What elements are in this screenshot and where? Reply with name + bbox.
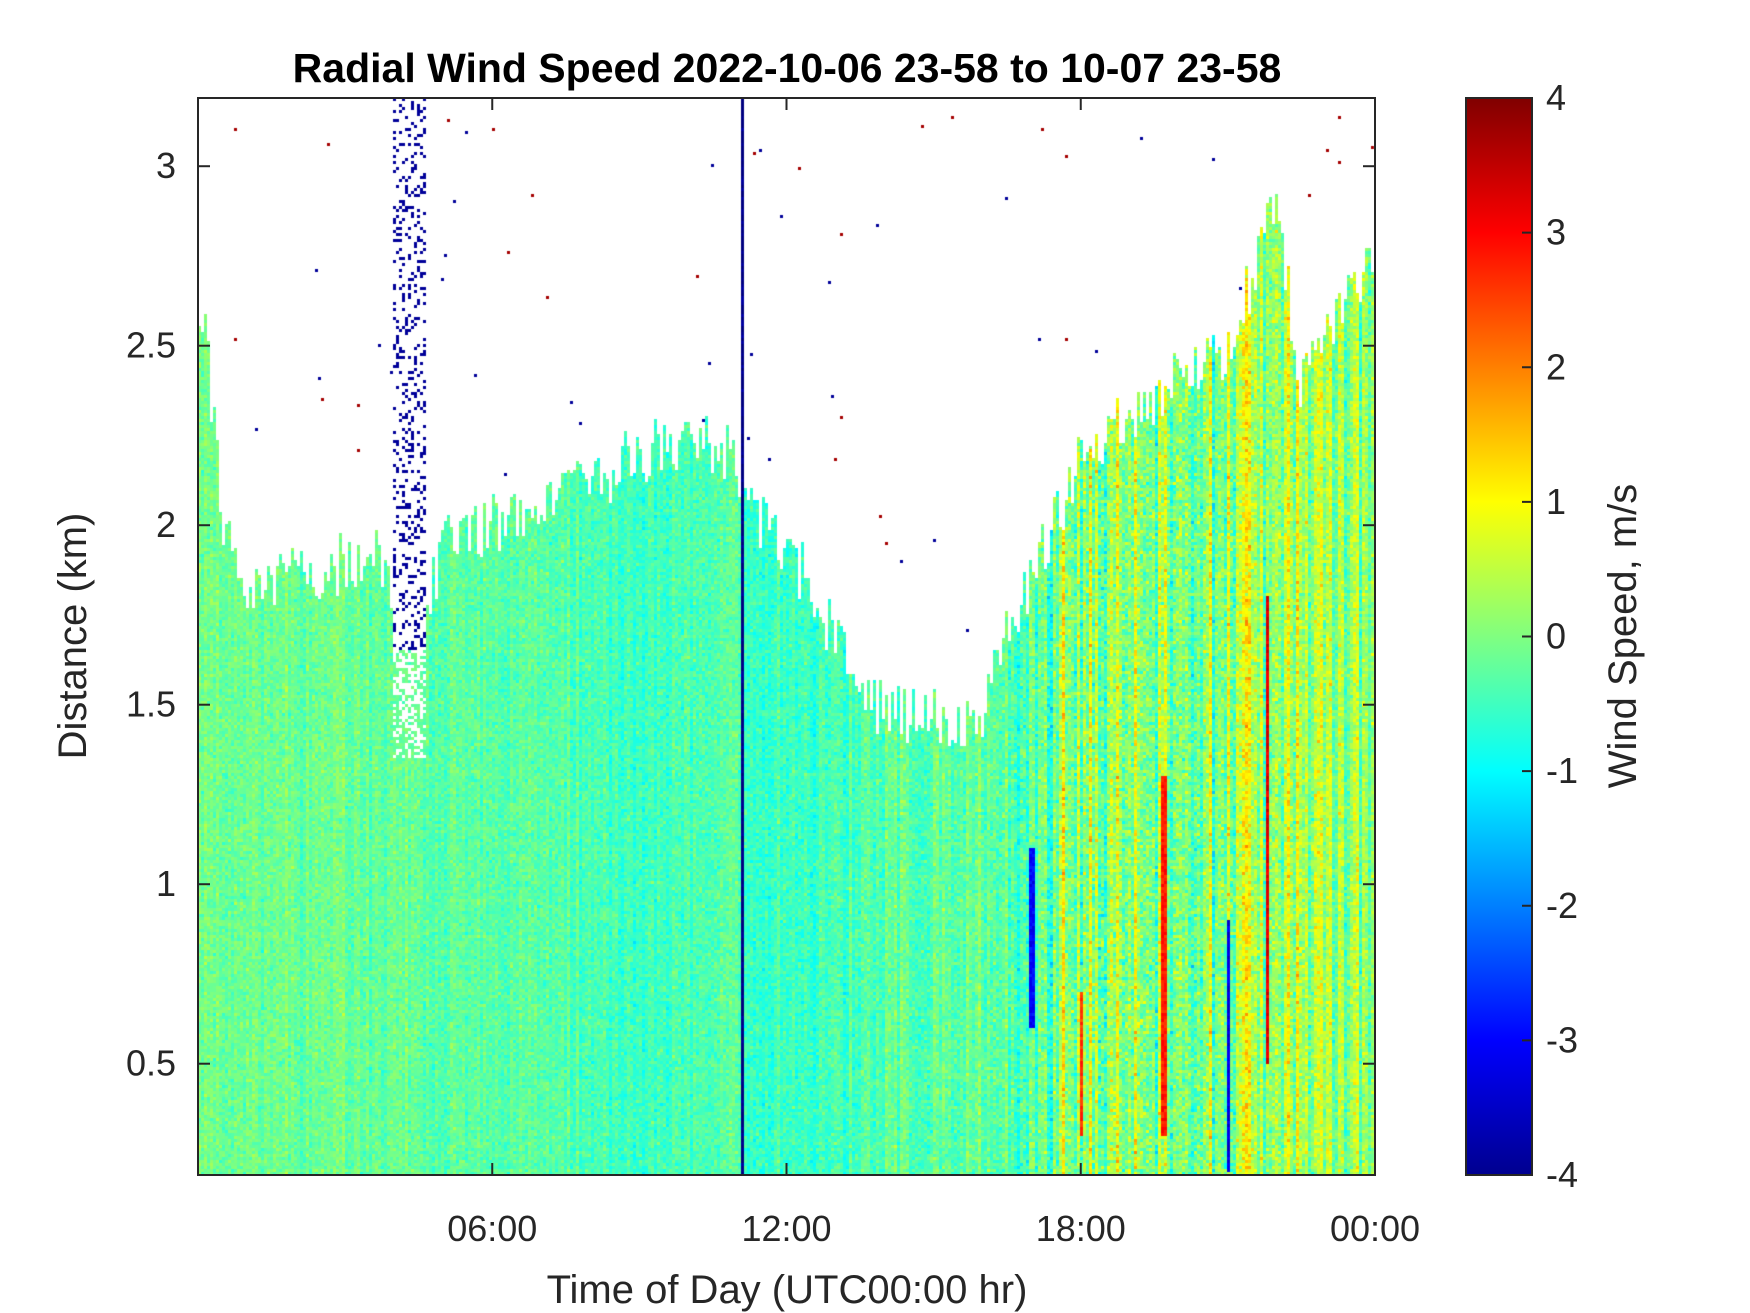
x-tick-label: 18:00 bbox=[1036, 1208, 1126, 1249]
colorbar-tick-label: -4 bbox=[1546, 1154, 1578, 1195]
colorbar-ticks: -4 -3 -2 -1 0 1 2 3 4 bbox=[1522, 77, 1578, 1195]
x-tick-label: 06:00 bbox=[447, 1208, 537, 1249]
y-axis: 0.5 1 1.5 2 2.5 3 bbox=[126, 145, 1375, 1084]
colorbar-tick-label: -2 bbox=[1546, 885, 1578, 926]
y-tick-label: 2.5 bbox=[126, 325, 176, 366]
colorbar-tick-label: 4 bbox=[1546, 77, 1566, 118]
x-tick-label: 00:00 bbox=[1330, 1208, 1420, 1249]
colorbar-tick-label: 1 bbox=[1546, 481, 1566, 522]
y-tick-label: 3 bbox=[156, 145, 176, 186]
colorbar-tick-label: -3 bbox=[1546, 1019, 1578, 1060]
y-tick-label: 1 bbox=[156, 863, 176, 904]
colorbar-gradient bbox=[1465, 97, 1533, 1176]
heatmap-canvas bbox=[198, 98, 1375, 1175]
colorbar-label: Wind Speed, m/s bbox=[1601, 484, 1645, 789]
x-tick-label: 12:00 bbox=[741, 1208, 831, 1249]
x-axis: 06:00 12:00 18:00 00:00 bbox=[447, 98, 1420, 1249]
colorbar: -4 -3 -2 -1 0 1 2 3 4 Wind Speed, m/s bbox=[1465, 77, 1645, 1195]
colorbar-tick-label: 2 bbox=[1546, 346, 1566, 387]
y-tick-label: 1.5 bbox=[126, 684, 176, 725]
y-axis-label: Distance (km) bbox=[51, 513, 95, 760]
plot-area bbox=[197, 97, 1376, 1176]
y-tick-label: 2 bbox=[156, 504, 176, 545]
y-tick-label: 0.5 bbox=[126, 1043, 176, 1084]
colorbar-tick-label: 0 bbox=[1546, 616, 1566, 657]
colorbar-tick-label: 3 bbox=[1546, 212, 1566, 253]
x-axis-label: Time of Day (UTC00:00 hr) bbox=[547, 1268, 1028, 1312]
colorbar-tick-label: -1 bbox=[1546, 750, 1578, 791]
chart-title: Radial Wind Speed 2022-10-06 23-58 to 10… bbox=[293, 45, 1282, 91]
